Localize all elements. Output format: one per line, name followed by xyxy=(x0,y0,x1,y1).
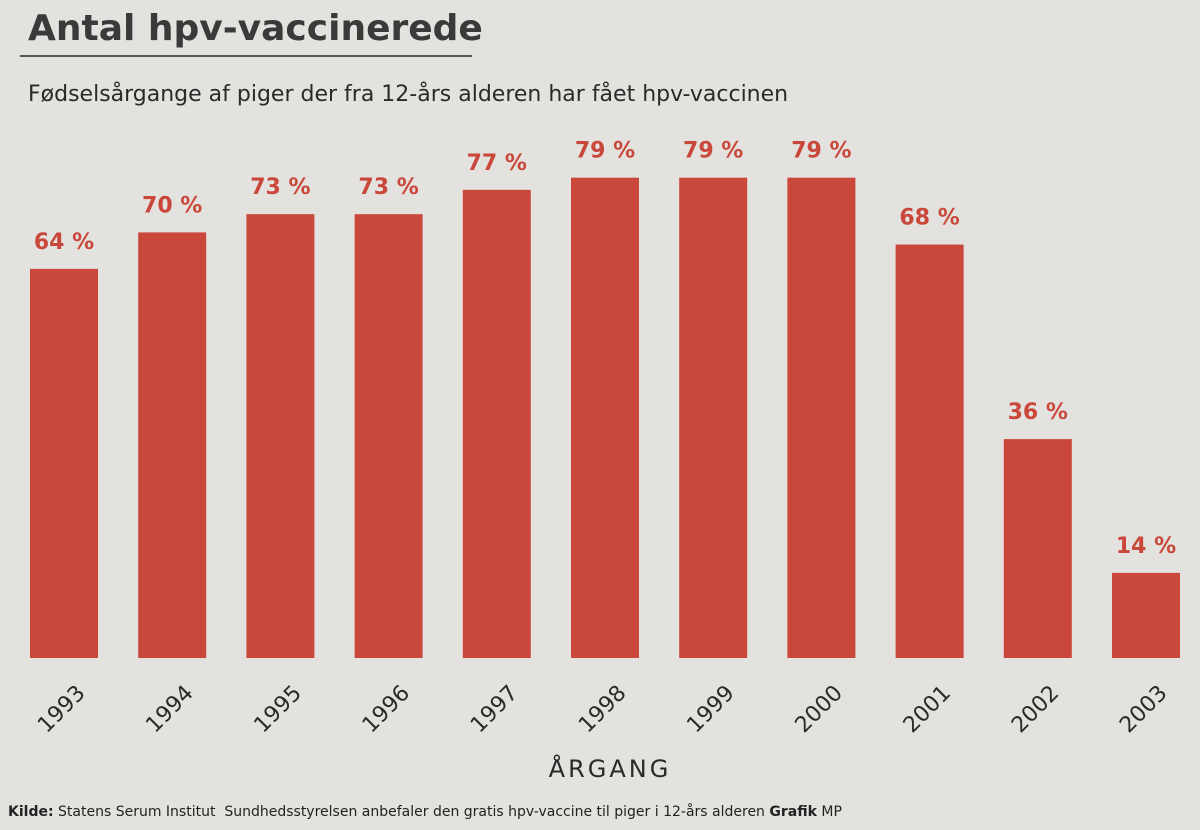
bar xyxy=(787,177,856,658)
x-tick-label: 1998 xyxy=(574,681,631,738)
bar xyxy=(462,189,531,658)
bar xyxy=(354,214,423,658)
value-label: 73 % xyxy=(358,175,418,200)
bar xyxy=(679,177,748,658)
value-label: 79 % xyxy=(575,139,635,164)
source-text: Statens Serum Institut Sundhedsstyrelsen… xyxy=(58,804,765,820)
credit: MP xyxy=(821,804,842,820)
x-tick-label: 2002 xyxy=(1007,681,1064,738)
bar xyxy=(138,232,207,658)
x-tick-label: 2001 xyxy=(899,681,956,738)
x-tick-label: 1994 xyxy=(141,681,198,738)
x-tick-label: 1995 xyxy=(250,681,307,738)
bar xyxy=(571,177,639,658)
value-label: 70 % xyxy=(142,193,202,218)
value-label: 79 % xyxy=(791,139,851,164)
chart: Antal hpv-vaccinerede Fødselsårgange af … xyxy=(20,8,1180,783)
value-label: 64 % xyxy=(34,230,94,255)
x-tick-label: 1996 xyxy=(358,681,415,738)
value-label: 73 % xyxy=(250,175,310,200)
value-label: 79 % xyxy=(683,139,743,164)
chart-title: Antal hpv-vaccinerede xyxy=(28,8,483,49)
x-tick-label: 1999 xyxy=(682,681,739,738)
source-note: Kilde: Statens Serum Institut Sundhedsst… xyxy=(8,804,842,820)
bar xyxy=(895,244,964,658)
x-axis-label: ÅRGANG xyxy=(549,754,672,783)
value-label: 77 % xyxy=(467,151,527,176)
bar xyxy=(1112,572,1180,658)
source-label: Kilde: xyxy=(8,804,54,820)
value-label: 68 % xyxy=(899,206,959,231)
bar xyxy=(246,214,315,658)
value-label: 14 % xyxy=(1116,534,1176,559)
x-tick-label: 2003 xyxy=(1115,681,1172,738)
chart-subtitle: Fødselsårgange af piger der fra 12-års a… xyxy=(28,81,788,107)
bar xyxy=(1003,439,1072,658)
bar xyxy=(30,268,98,658)
credit-label: Grafik xyxy=(769,804,817,820)
x-tick-label: 1997 xyxy=(466,681,523,738)
x-tick-label: 1993 xyxy=(33,681,90,738)
x-tick-label: 2000 xyxy=(791,681,848,738)
value-label: 36 % xyxy=(1008,400,1068,425)
